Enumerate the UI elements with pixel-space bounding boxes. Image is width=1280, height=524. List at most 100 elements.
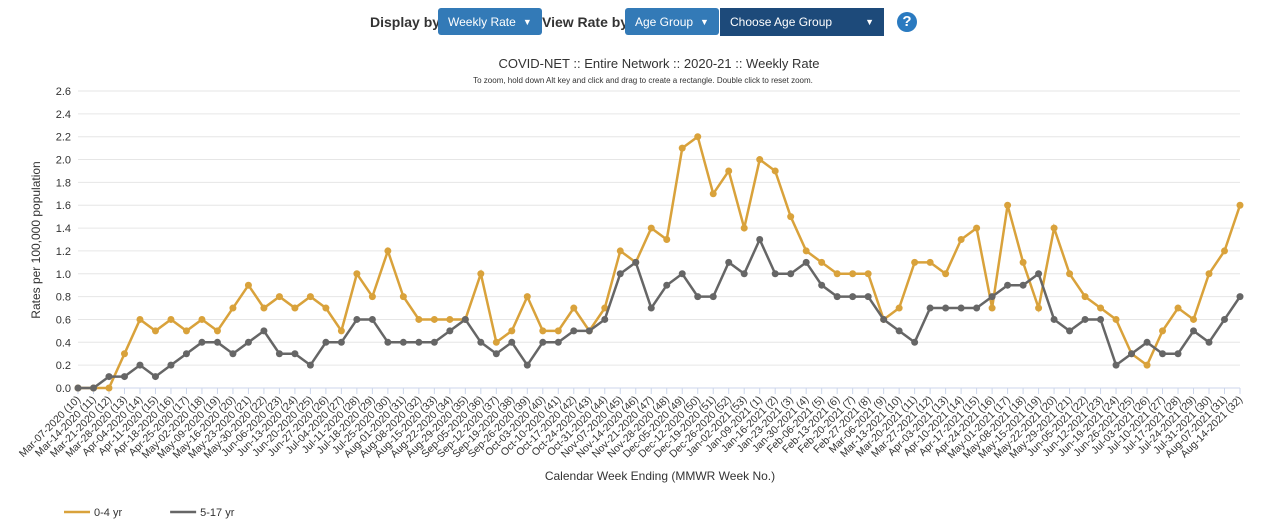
data-point [1019,258,1027,266]
data-point [198,338,206,346]
data-point [120,373,128,381]
data-point [1236,293,1244,301]
data-point [508,338,516,346]
data-point [740,270,748,278]
view-control-btn: Age Group ▼ [625,8,719,35]
data-point [802,247,810,255]
data-point [1174,350,1182,358]
data-point [446,315,454,323]
data-point [771,270,779,278]
data-point [213,327,221,335]
data-point [89,384,97,392]
data-point [926,304,934,312]
chart-title: COVID-NET :: Entire Network :: 2020-21 :… [498,56,819,71]
data-point [1081,293,1089,301]
data-point [864,270,872,278]
data-point [1190,327,1198,335]
data-point [678,144,686,152]
data-point [1035,270,1043,278]
data-point [384,338,392,346]
data-point [554,327,562,335]
data-point [1205,270,1213,278]
data-point [105,384,113,392]
data-point [151,373,159,381]
view-button[interactable]: Age Group ▼ [625,8,719,35]
data-point [942,304,950,312]
data-point [415,315,423,323]
data-point [368,293,376,301]
data-point [647,224,655,232]
y-tick-label: 1.8 [56,177,71,189]
data-point [105,373,113,381]
data-point [384,247,392,255]
data-point [818,258,826,266]
data-point [1004,201,1012,209]
data-point [1159,327,1167,335]
view-button-text: Age Group [635,14,694,29]
data-point [461,315,469,323]
y-tick-label: 0.6 [56,314,71,326]
data-point [1112,315,1120,323]
data-point [771,167,779,175]
data-point [957,236,965,243]
data-point [616,270,624,278]
data-point [1159,350,1167,358]
data-point [942,270,950,278]
data-point [260,304,268,312]
data-point [1066,270,1074,278]
data-point [911,258,919,266]
data-point [229,350,237,358]
series-line [78,236,1242,390]
data-point [523,361,531,369]
y-tick-label: 2.4 [56,109,71,121]
data-point [353,270,361,278]
legend-item[interactable]: 0-4 yr [64,507,122,519]
data-point [1128,350,1136,358]
data-point [787,270,795,278]
data-point [973,224,981,232]
data-point [430,315,438,323]
display-button[interactable]: Weekly Rate ▼ [438,8,542,35]
data-point [554,338,562,346]
data-point [1143,338,1151,346]
data-point [694,133,702,141]
data-point [229,304,237,312]
x-axis-title: Calendar Week Ending (MMWR Week No.) [545,469,775,483]
data-point [601,304,609,312]
legend-item[interactable]: 5-17 yr [170,507,235,519]
y-tick-label: 0.0 [56,383,71,395]
data-point [275,293,283,301]
data-point [632,258,640,266]
age-dropdown[interactable]: Choose Age Group ▼ [720,7,884,36]
data-point [864,293,872,301]
data-point [1050,315,1058,323]
data-point [1066,327,1074,335]
data-point [694,293,702,301]
data-point [787,213,795,221]
data-point [709,190,717,198]
help-icon[interactable]: ? [897,11,917,32]
data-point [291,350,299,358]
data-point [973,304,981,312]
data-point [1112,361,1120,369]
data-point [709,293,717,301]
data-point [1190,315,1198,323]
data-point [353,315,361,323]
help-control: ? [897,8,917,35]
data-point [1050,224,1058,232]
legend-label: 0-4 yr [94,507,122,519]
data-point [833,293,841,301]
data-point [1019,281,1027,289]
data-point [926,258,934,266]
data-point [477,270,485,278]
y-tick-label: 1.2 [56,246,71,258]
data-point [895,327,903,335]
data-point [368,315,376,323]
data-point [322,304,330,312]
data-point [756,236,764,243]
data-point [477,338,485,346]
data-point [849,270,857,278]
data-point [818,281,826,289]
data-point [663,281,671,289]
data-point [880,315,888,323]
